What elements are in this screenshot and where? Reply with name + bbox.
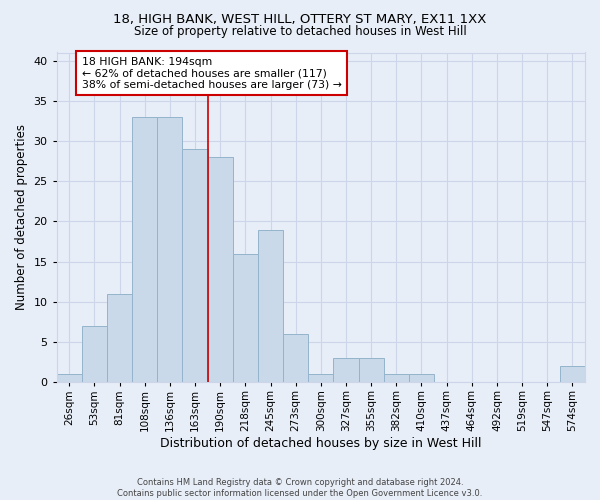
Bar (384, 374, 409, 382)
Text: Size of property relative to detached houses in West Hill: Size of property relative to detached ho… (134, 25, 466, 38)
Bar (359, 358, 384, 382)
Text: Contains HM Land Registry data © Crown copyright and database right 2024.
Contai: Contains HM Land Registry data © Crown c… (118, 478, 482, 498)
Bar (560, 366, 585, 382)
Bar (258, 230, 283, 382)
Text: 18 HIGH BANK: 194sqm
← 62% of detached houses are smaller (117)
38% of semi-deta: 18 HIGH BANK: 194sqm ← 62% of detached h… (82, 56, 342, 90)
Text: 18, HIGH BANK, WEST HILL, OTTERY ST MARY, EX11 1XX: 18, HIGH BANK, WEST HILL, OTTERY ST MARY… (113, 12, 487, 26)
Bar (157, 117, 182, 382)
Bar (409, 374, 434, 382)
Bar (334, 358, 359, 382)
Bar (132, 117, 157, 382)
Bar (82, 326, 107, 382)
Bar (308, 374, 334, 382)
Bar (107, 294, 132, 382)
Y-axis label: Number of detached properties: Number of detached properties (15, 124, 28, 310)
Bar (182, 149, 208, 382)
Bar (233, 254, 258, 382)
Bar (57, 374, 82, 382)
X-axis label: Distribution of detached houses by size in West Hill: Distribution of detached houses by size … (160, 437, 482, 450)
Bar (283, 334, 308, 382)
Bar (208, 157, 233, 382)
